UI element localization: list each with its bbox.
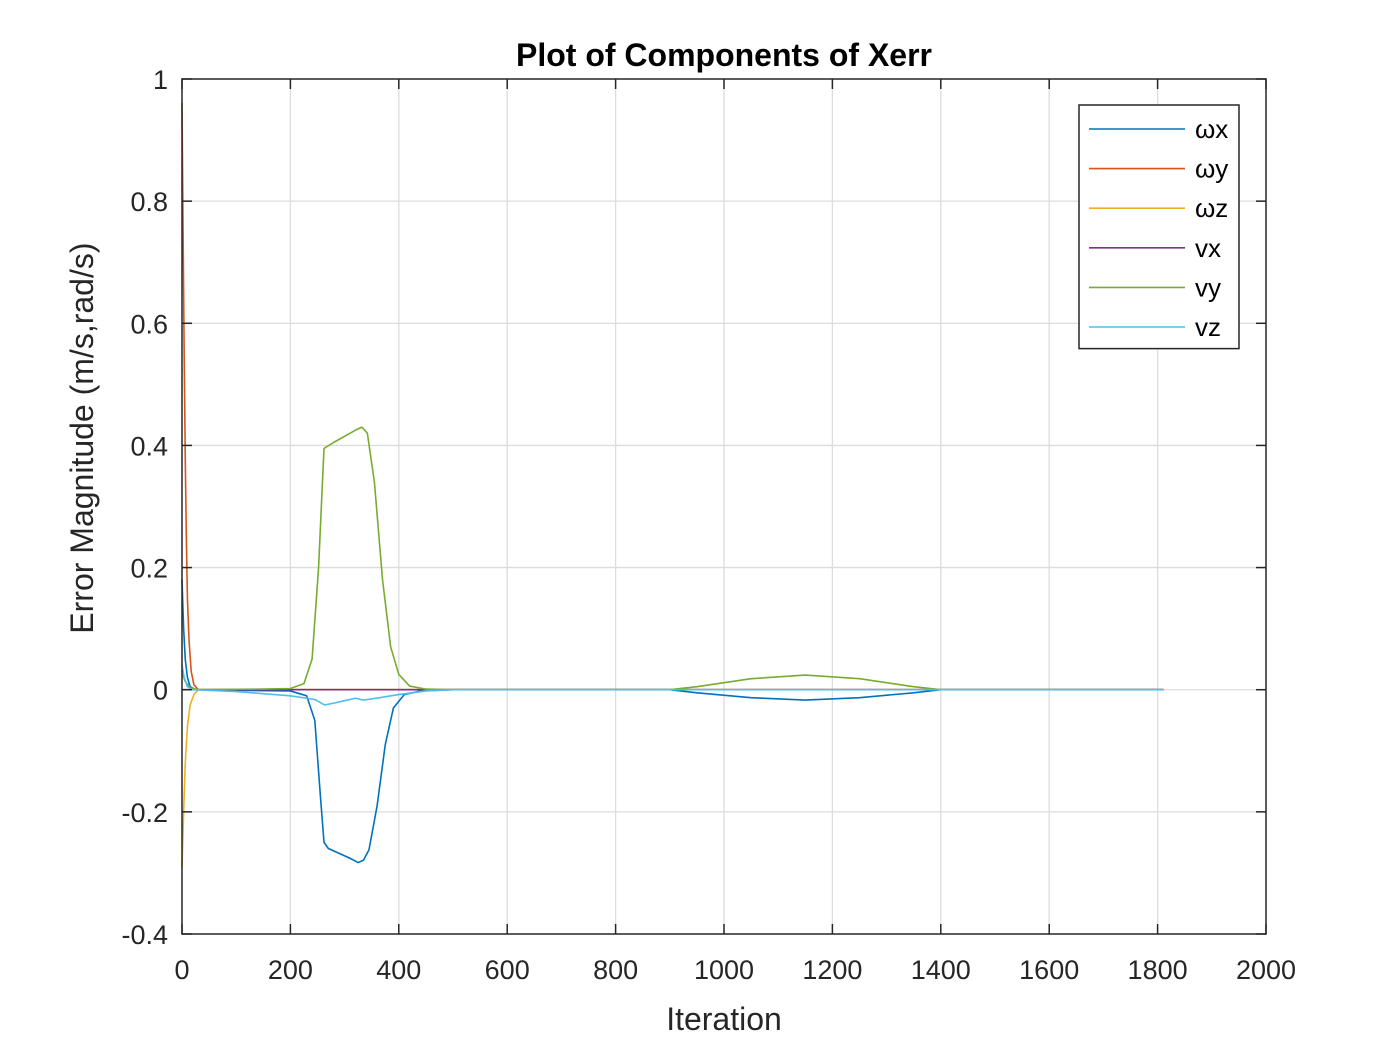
y-tick-label: 0.2: [130, 554, 168, 584]
legend: ωx ωy ωz vx vy vz: [1078, 104, 1240, 350]
x-tick-label: 1800: [1128, 955, 1188, 985]
y-tick-label: 0.8: [130, 187, 168, 217]
x-axis-title: Iteration: [666, 1001, 782, 1037]
series-line: [181, 664, 1164, 706]
x-tick-label: 800: [593, 955, 638, 985]
y-tick-label: 1: [153, 65, 168, 95]
legend-label: ωy: [1195, 154, 1228, 184]
legend-label: ωz: [1195, 193, 1228, 223]
x-tick-label: 600: [485, 955, 530, 985]
x-tick-label: 2000: [1236, 955, 1296, 985]
series-layer: [181, 102, 1164, 868]
y-tick-label: 0: [153, 676, 168, 706]
series-line: [181, 426, 1164, 691]
x-tick-label: 200: [268, 955, 313, 985]
ticks: 0 200 400 600 800 1000 1200 1400 1600 1800 2000 -0.…: [121, 65, 1296, 985]
x-tick-label: 1000: [694, 955, 754, 985]
legend-label: ωx: [1195, 114, 1228, 144]
x-tick-label: 1200: [802, 955, 862, 985]
legend-label: vx: [1195, 233, 1221, 263]
y-tick-label: -0.2: [121, 798, 168, 828]
y-tick-label: 0.6: [130, 309, 168, 339]
series-line: [181, 102, 1164, 691]
y-tick-label: -0.4: [121, 920, 168, 950]
y-tick-label: 0.4: [130, 431, 168, 461]
x-tick-label: 1600: [1019, 955, 1079, 985]
y-axis-title: Error Magnitude (m/s,rad/s): [64, 242, 100, 633]
chart-title: Plot of Components of Xerr: [516, 37, 932, 73]
x-tick-label: 400: [376, 955, 421, 985]
legend-label: vz: [1195, 312, 1221, 342]
legend-label: vy: [1195, 272, 1221, 302]
x-tick-label: 0: [174, 955, 189, 985]
legend-box: [1078, 104, 1240, 350]
x-tick-label: 1400: [911, 955, 971, 985]
